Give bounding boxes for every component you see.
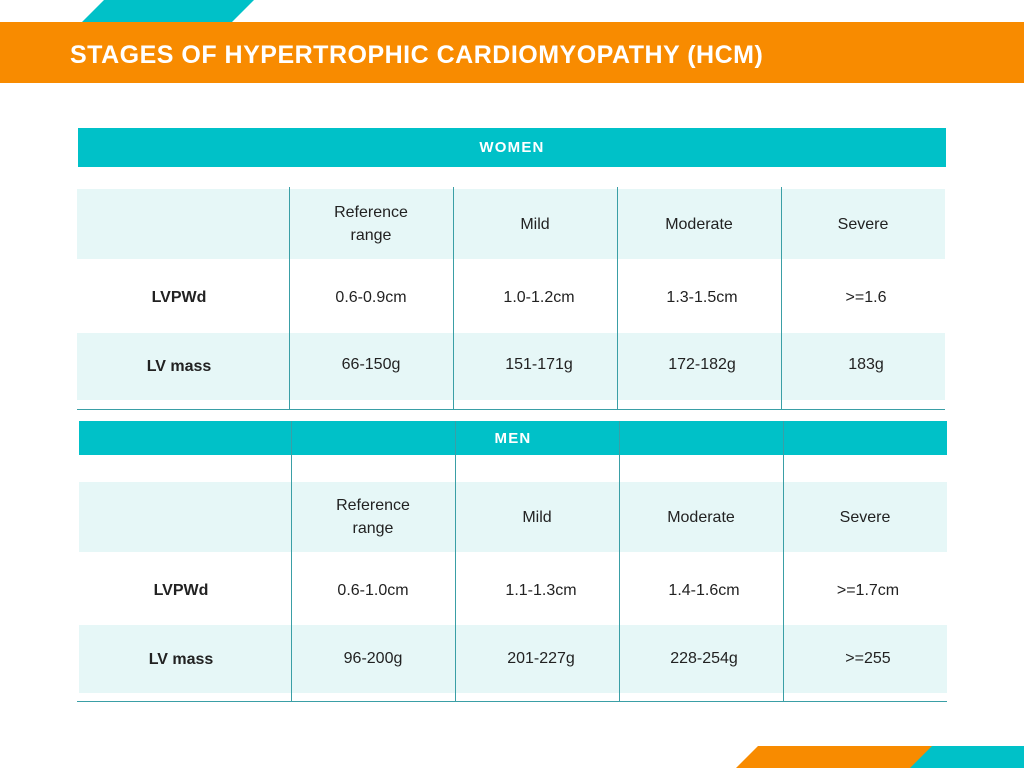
women-header-row: Reference range Mild Moderate Severe (77, 189, 945, 259)
table-cell: >=255 (845, 650, 891, 667)
row-label: LV mass (146, 358, 212, 375)
women-divider (617, 187, 618, 409)
table-cell: 1.3-1.5cm (666, 288, 738, 306)
women-col-reference: Reference range (289, 189, 453, 259)
men-divider (291, 421, 292, 702)
men-col-empty (79, 482, 291, 552)
men-divider (783, 421, 784, 702)
page-title: STAGES OF HYPERTROPHIC CARDIOMYOPATHY (H… (70, 41, 764, 69)
men-divider (455, 421, 456, 702)
women-row-lvpwd: LVPWd 0.6-0.9cm 1.0-1.2cm 1.3-1.5cm >=1.… (77, 262, 945, 332)
men-row-lv-mass: LV mass 96-200g 201-227g 228-254g >=255 (79, 625, 947, 693)
men-col-severe: Severe (839, 508, 891, 526)
table-cell: 1.1-1.3cm (505, 581, 577, 599)
men-col-moderate: Moderate (667, 508, 735, 526)
table-cell: 183g (848, 356, 884, 373)
bottom-teal-accent (910, 746, 1024, 768)
women-col-mild: Mild (520, 215, 550, 233)
men-divider (619, 421, 620, 702)
table-cell: 96-200g (343, 650, 403, 667)
men-col-mild: Mild (522, 508, 552, 526)
women-divider (289, 187, 290, 409)
men-row-lvpwd: LVPWd 0.6-1.0cm 1.1-1.3cm 1.4-1.6cm >=1.… (79, 555, 947, 625)
women-col-reference-label: Reference range (334, 204, 408, 244)
row-label: LVPWd (153, 581, 209, 599)
men-header-row: Reference range Mild Moderate Severe (79, 482, 947, 552)
header-band (0, 22, 1024, 83)
men-col-reference: Reference range (291, 482, 455, 552)
men-bottom-rule (77, 701, 947, 702)
men-heading: MEN (79, 421, 947, 455)
women-divider (781, 187, 782, 409)
table-cell: 0.6-0.9cm (335, 288, 407, 306)
women-bottom-rule (77, 409, 945, 410)
table-cell: 1.0-1.2cm (503, 288, 575, 306)
women-col-severe: Severe (837, 215, 889, 233)
women-heading: WOMEN (78, 128, 946, 167)
bottom-orange-accent (736, 746, 946, 768)
table-cell: 1.4-1.6cm (668, 581, 740, 599)
teal-accent-shape (82, 0, 254, 22)
row-label: LV mass (148, 650, 214, 668)
table-cell: 201-227g (507, 650, 575, 667)
table-cell: 0.6-1.0cm (337, 581, 409, 599)
table-cell: 172-182g (668, 356, 736, 373)
table-cell: 151-171g (505, 356, 573, 373)
men-col-reference-label: Reference range (336, 497, 410, 537)
table-cell: >=1.7cm (836, 581, 900, 599)
women-divider (453, 187, 454, 409)
row-label: LVPWd (151, 288, 207, 306)
table-cell: 66-150g (341, 356, 401, 373)
women-col-moderate: Moderate (665, 215, 733, 233)
women-col-empty (77, 189, 289, 259)
women-row-lv-mass: LV mass 66-150g 151-171g 172-182g 183g (77, 333, 945, 400)
table-cell: >=1.6 (845, 288, 887, 306)
top-white-strip (0, 0, 1024, 22)
table-cell: 228-254g (670, 650, 738, 667)
